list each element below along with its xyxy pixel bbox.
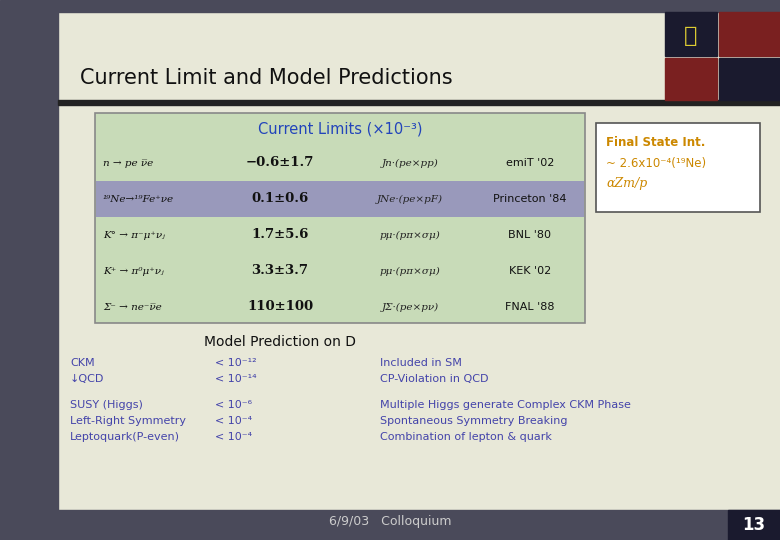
FancyBboxPatch shape	[596, 123, 760, 212]
Bar	[0, 0, 58, 540]
Bar	[58, 0, 780, 12]
Text: < 10⁻¹²: < 10⁻¹²	[215, 358, 257, 368]
Bar	[665, 58, 717, 100]
Text: Final State Int.: Final State Int.	[606, 137, 705, 150]
Bar	[95, 113, 585, 323]
Text: K⁺ → π⁰μ⁺νⱼ: K⁺ → π⁰μ⁺νⱼ	[103, 267, 164, 275]
Bar	[58, 100, 780, 105]
Text: ↓QCD: ↓QCD	[70, 374, 105, 384]
Text: ~ 2.6x10⁻⁴(¹⁹Ne): ~ 2.6x10⁻⁴(¹⁹Ne)	[606, 157, 706, 170]
Text: 3.3±3.7: 3.3±3.7	[251, 265, 309, 278]
Text: ¹⁹Ne→¹⁹Fe⁺νe: ¹⁹Ne→¹⁹Fe⁺νe	[103, 194, 174, 204]
Text: Included in SM: Included in SM	[380, 358, 462, 368]
Text: Current Limit and Model Predictions: Current Limit and Model Predictions	[80, 68, 452, 88]
Bar	[665, 12, 717, 56]
Text: Leptoquark(P-even): Leptoquark(P-even)	[70, 432, 180, 442]
Text: CKM: CKM	[70, 358, 94, 368]
Text: K° → π⁻μ⁺νⱼ: K° → π⁻μ⁺νⱼ	[103, 231, 165, 240]
Text: SUSY (Higgs): SUSY (Higgs)	[70, 400, 143, 410]
Text: Model Prediction on D: Model Prediction on D	[204, 335, 356, 349]
Text: −0.6±1.7: −0.6±1.7	[246, 157, 314, 170]
Text: emiT '02: emiT '02	[505, 158, 554, 168]
Text: Left-Right Symmetry: Left-Right Symmetry	[70, 416, 186, 426]
Text: < 10⁻⁶: < 10⁻⁶	[215, 400, 252, 410]
Bar	[96, 181, 584, 217]
Text: < 10⁻⁴: < 10⁻⁴	[215, 432, 252, 442]
Text: 0.1±0.6: 0.1±0.6	[251, 192, 309, 206]
Text: 13: 13	[743, 516, 765, 534]
Text: 1.7±5.6: 1.7±5.6	[251, 228, 309, 241]
Text: Combination of lepton & quark: Combination of lepton & quark	[380, 432, 552, 442]
Text: 110±100: 110±100	[247, 300, 313, 314]
Text: Multiple Higgs generate Complex CKM Phase: Multiple Higgs generate Complex CKM Phas…	[380, 400, 631, 410]
Bar	[58, 510, 780, 540]
Text: Spontaneous Symmetry Breaking: Spontaneous Symmetry Breaking	[380, 416, 568, 426]
Text: CP-Violation in QCD: CP-Violation in QCD	[380, 374, 488, 384]
Text: Princeton '84: Princeton '84	[493, 194, 567, 204]
Bar	[719, 12, 780, 56]
Text: pμ·(pπ×σμ): pμ·(pπ×σμ)	[380, 266, 441, 275]
Text: Current Limits (×10⁻³): Current Limits (×10⁻³)	[257, 122, 422, 137]
Text: < 10⁻¹⁴: < 10⁻¹⁴	[215, 374, 257, 384]
Text: αZm/p: αZm/p	[606, 177, 647, 190]
Text: JΣ·(pe×pν): JΣ·(pe×pν)	[381, 302, 438, 312]
Text: BNL '80: BNL '80	[509, 230, 551, 240]
Text: ⚿: ⚿	[684, 26, 697, 46]
Bar	[719, 58, 780, 100]
Bar	[728, 510, 780, 540]
Text: < 10⁻⁴: < 10⁻⁴	[215, 416, 252, 426]
Text: JNe·(pe×pF): JNe·(pe×pF)	[377, 194, 443, 204]
Text: Σ⁻ → ne⁻ν̅e: Σ⁻ → ne⁻ν̅e	[103, 302, 161, 312]
Text: KEK '02: KEK '02	[509, 266, 551, 276]
Text: 6/9/03   Colloquium: 6/9/03 Colloquium	[328, 516, 452, 529]
Text: Jn·(pe×pp): Jn·(pe×pp)	[381, 158, 438, 167]
Text: FNAL '88: FNAL '88	[505, 302, 555, 312]
Text: pμ·(pπ×σμ): pμ·(pπ×σμ)	[380, 231, 441, 240]
Text: n → pe ν̅e: n → pe ν̅e	[103, 159, 153, 167]
